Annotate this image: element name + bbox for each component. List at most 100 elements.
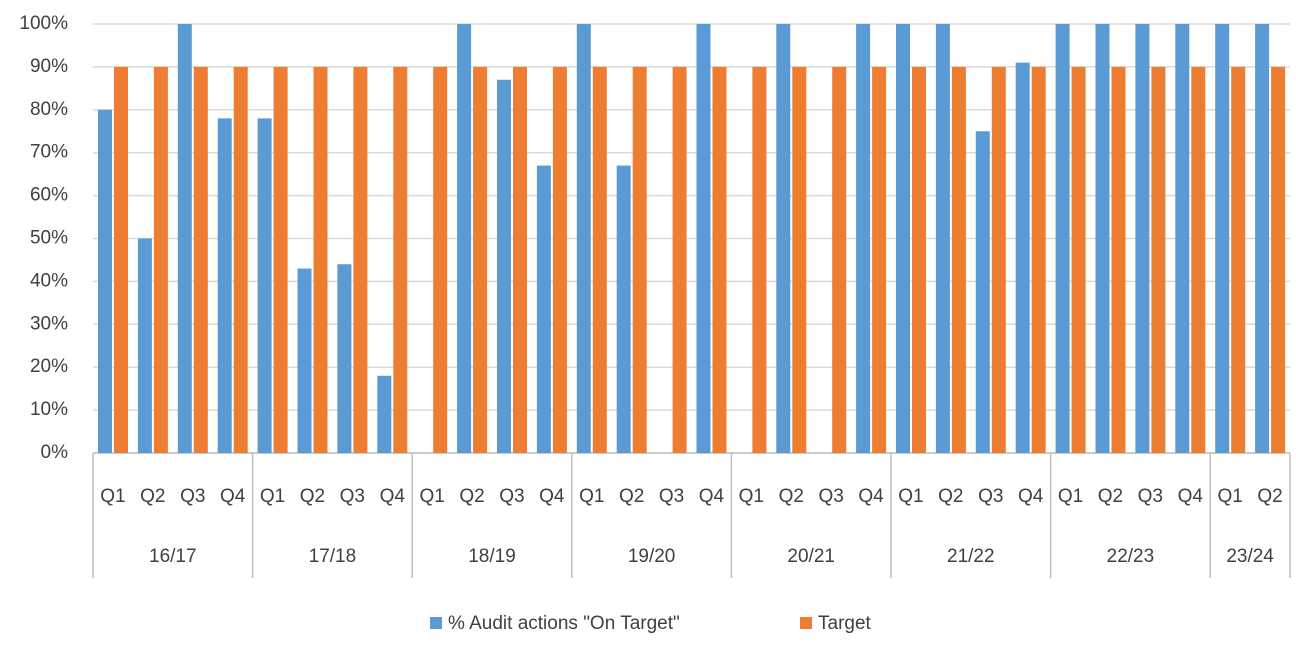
bar bbox=[1191, 66, 1206, 454]
bar bbox=[576, 24, 591, 453]
bar bbox=[712, 66, 727, 454]
y-tick-label: 30% bbox=[30, 313, 68, 334]
legend-label: % Audit actions "On Target" bbox=[448, 613, 680, 634]
y-tick-label: 90% bbox=[30, 56, 68, 77]
y-tick-label: 80% bbox=[30, 99, 68, 120]
bar bbox=[177, 24, 192, 453]
legend-swatch bbox=[800, 617, 812, 629]
bar bbox=[856, 24, 871, 453]
bar bbox=[752, 66, 767, 454]
bar bbox=[98, 109, 112, 454]
bar bbox=[497, 79, 511, 454]
group-label: 16/17 bbox=[149, 546, 197, 567]
bar bbox=[991, 66, 1006, 454]
x-tick-label: Q1 bbox=[260, 486, 285, 507]
y-tick-label: 10% bbox=[30, 399, 68, 420]
bar bbox=[473, 66, 488, 454]
legend-swatch bbox=[430, 617, 442, 629]
bar bbox=[513, 66, 527, 454]
x-tick-label: Q4 bbox=[1178, 486, 1204, 507]
bar bbox=[377, 375, 392, 453]
bar bbox=[1055, 24, 1070, 453]
bar bbox=[273, 66, 288, 454]
bar bbox=[696, 24, 711, 453]
bar bbox=[616, 165, 631, 453]
bar bbox=[552, 66, 567, 454]
bar bbox=[393, 66, 408, 454]
x-tick-label: Q2 bbox=[1257, 486, 1282, 507]
x-tick-label: Q4 bbox=[539, 486, 565, 507]
x-tick-label: Q3 bbox=[340, 486, 365, 507]
bar bbox=[1071, 66, 1086, 454]
bar bbox=[832, 66, 847, 454]
bar bbox=[951, 66, 966, 454]
x-tick-label: Q2 bbox=[1098, 486, 1123, 507]
y-tick-label: 100% bbox=[19, 13, 68, 34]
bar bbox=[1015, 62, 1030, 454]
y-tick-label: 40% bbox=[30, 270, 68, 291]
x-tick-label: Q1 bbox=[419, 486, 444, 507]
bar bbox=[776, 24, 791, 453]
bar bbox=[153, 66, 168, 454]
bar bbox=[1095, 24, 1110, 453]
bar bbox=[536, 165, 551, 453]
x-tick-label: Q1 bbox=[100, 486, 125, 507]
bar bbox=[353, 66, 368, 454]
x-tick-label: Q1 bbox=[579, 486, 604, 507]
bar bbox=[433, 66, 448, 454]
bar bbox=[632, 66, 647, 454]
x-tick-label: Q4 bbox=[380, 486, 406, 507]
bar bbox=[1231, 66, 1246, 454]
bar bbox=[1215, 24, 1230, 453]
bar bbox=[1255, 24, 1270, 453]
x-tick-label: Q3 bbox=[659, 486, 684, 507]
bar bbox=[1135, 24, 1150, 453]
y-tick-label: 60% bbox=[30, 185, 68, 206]
group-label: 21/22 bbox=[947, 546, 995, 567]
bar bbox=[233, 66, 248, 454]
y-tick-label: 70% bbox=[30, 142, 68, 163]
x-tick-label: Q1 bbox=[739, 486, 764, 507]
bar bbox=[935, 24, 950, 453]
x-tick-label: Q3 bbox=[180, 486, 205, 507]
x-tick-label: Q2 bbox=[300, 486, 325, 507]
bar bbox=[313, 66, 328, 454]
x-tick-label: Q4 bbox=[699, 486, 725, 507]
bar bbox=[896, 24, 910, 453]
x-tick-label: Q2 bbox=[938, 486, 963, 507]
y-tick-label: 0% bbox=[41, 442, 69, 463]
bar bbox=[792, 66, 807, 454]
bar bbox=[872, 66, 887, 454]
bar bbox=[1111, 66, 1126, 454]
bar bbox=[193, 66, 208, 454]
bar bbox=[297, 268, 312, 453]
x-tick-label: Q3 bbox=[978, 486, 1003, 507]
bar bbox=[114, 66, 128, 454]
group-label: 18/19 bbox=[468, 546, 516, 567]
x-tick-label: Q3 bbox=[1138, 486, 1163, 507]
y-tick-label: 20% bbox=[30, 356, 68, 377]
x-tick-label: Q1 bbox=[898, 486, 923, 507]
y-tick-label: 50% bbox=[30, 228, 68, 249]
x-tick-label: Q2 bbox=[140, 486, 165, 507]
group-label: 22/23 bbox=[1107, 546, 1155, 567]
group-label: 17/18 bbox=[309, 546, 357, 567]
bar bbox=[1271, 66, 1286, 454]
group-label: 20/21 bbox=[787, 546, 835, 567]
legend-label: Target bbox=[818, 613, 872, 634]
bar bbox=[912, 66, 926, 454]
bar bbox=[257, 118, 272, 453]
bar bbox=[592, 66, 607, 454]
bar bbox=[137, 238, 152, 453]
x-tick-label: Q2 bbox=[459, 486, 484, 507]
x-tick-label: Q2 bbox=[779, 486, 804, 507]
bar bbox=[337, 264, 352, 453]
bar bbox=[457, 24, 472, 453]
bar bbox=[217, 118, 232, 453]
group-label: 19/20 bbox=[628, 546, 676, 567]
x-tick-label: Q3 bbox=[818, 486, 843, 507]
x-tick-label: Q4 bbox=[220, 486, 246, 507]
bar bbox=[975, 131, 990, 453]
x-tick-label: Q2 bbox=[619, 486, 644, 507]
